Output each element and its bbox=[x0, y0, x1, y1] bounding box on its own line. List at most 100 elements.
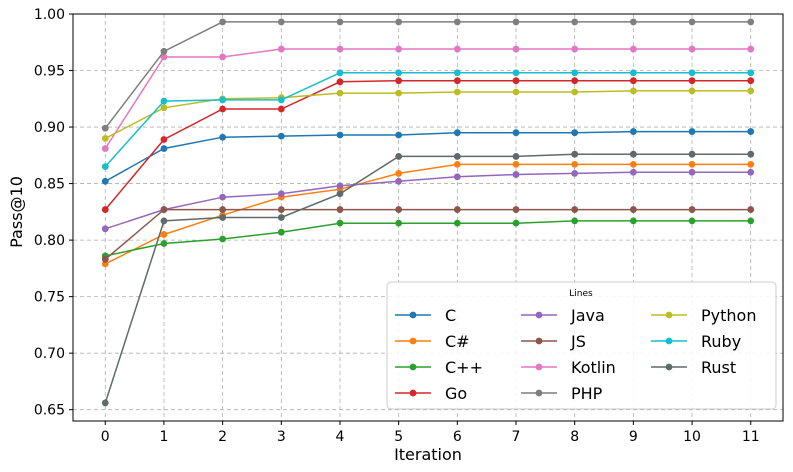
data-point bbox=[629, 45, 637, 53]
legend-entry: C bbox=[395, 306, 456, 325]
data-point bbox=[747, 160, 755, 168]
data-point bbox=[453, 153, 461, 160]
data-point bbox=[395, 77, 403, 85]
data-point bbox=[512, 206, 520, 213]
data-point bbox=[571, 77, 579, 85]
data-point bbox=[453, 219, 461, 227]
y-tick-label: 0.90 bbox=[34, 120, 65, 136]
legend-label: Python bbox=[701, 306, 756, 325]
data-point bbox=[277, 18, 285, 26]
legend-title: Lines bbox=[569, 289, 593, 299]
legend-label: C# bbox=[445, 332, 470, 351]
data-point bbox=[219, 193, 227, 201]
data-point bbox=[336, 190, 344, 198]
data-point bbox=[512, 219, 520, 227]
data-point bbox=[629, 87, 637, 95]
data-point bbox=[747, 87, 755, 95]
series-js bbox=[101, 206, 755, 263]
series-line bbox=[104, 72, 751, 168]
series-line bbox=[104, 48, 751, 149]
data-point bbox=[101, 225, 109, 233]
legend-entry: Go bbox=[395, 384, 467, 403]
data-point bbox=[629, 217, 637, 225]
legend-swatch-marker bbox=[665, 337, 673, 345]
data-point bbox=[160, 145, 168, 152]
data-point bbox=[160, 231, 168, 238]
series-line bbox=[104, 21, 751, 129]
data-point bbox=[453, 45, 461, 53]
data-point bbox=[277, 190, 285, 198]
data-point bbox=[512, 88, 520, 96]
series-c- bbox=[101, 160, 755, 268]
data-point bbox=[219, 206, 227, 213]
y-tick-label: 0.75 bbox=[34, 290, 65, 306]
x-tick-label: 10 bbox=[683, 429, 701, 445]
series-line bbox=[105, 171, 751, 230]
data-point bbox=[336, 89, 344, 97]
data-point bbox=[571, 69, 579, 77]
series-php bbox=[101, 18, 755, 132]
x-tick-label: 6 bbox=[453, 429, 462, 445]
data-point bbox=[336, 69, 344, 77]
data-point bbox=[160, 136, 168, 143]
series-line bbox=[104, 130, 751, 182]
data-point bbox=[688, 150, 696, 158]
data-point bbox=[688, 206, 696, 213]
series-line bbox=[104, 153, 751, 404]
x-tick-label: 7 bbox=[512, 429, 521, 445]
data-point bbox=[571, 217, 579, 225]
data-point bbox=[688, 87, 696, 95]
data-point bbox=[453, 129, 461, 137]
legend-entry: PHP bbox=[521, 384, 603, 403]
data-point bbox=[336, 45, 344, 53]
data-point bbox=[747, 206, 755, 213]
data-point bbox=[336, 131, 344, 139]
data-point bbox=[395, 18, 403, 26]
data-point bbox=[101, 134, 109, 142]
data-point bbox=[395, 177, 403, 185]
data-point bbox=[571, 170, 579, 177]
x-tick-label: 2 bbox=[218, 429, 227, 445]
series-c bbox=[101, 128, 755, 185]
x-tick-label: 8 bbox=[570, 429, 579, 445]
series-go bbox=[101, 77, 755, 213]
y-tick-label: 0.85 bbox=[34, 177, 65, 193]
data-point bbox=[219, 53, 227, 61]
data-point bbox=[571, 160, 579, 168]
data-point bbox=[512, 77, 520, 85]
data-point bbox=[160, 240, 168, 247]
data-point bbox=[219, 235, 227, 243]
x-tick-label: 11 bbox=[742, 429, 760, 445]
data-point bbox=[747, 217, 755, 225]
data-point bbox=[277, 105, 285, 113]
data-point bbox=[571, 129, 579, 137]
data-point bbox=[688, 160, 696, 168]
data-point bbox=[395, 219, 403, 227]
legend: Lines C C# C++ Go Java JS Kotlin PHP Python Ruby R… bbox=[386, 281, 777, 410]
data-point bbox=[453, 69, 461, 77]
data-point bbox=[160, 97, 168, 105]
y-tick-label: 0.95 bbox=[34, 64, 65, 80]
data-point bbox=[395, 89, 403, 97]
legend-swatch-marker bbox=[665, 363, 673, 371]
series-line bbox=[104, 208, 751, 260]
data-point bbox=[101, 124, 109, 132]
data-point bbox=[395, 69, 403, 77]
legend-entry: Ruby bbox=[651, 332, 741, 351]
data-point bbox=[219, 96, 227, 104]
legend-entry: Python bbox=[651, 306, 756, 325]
legend-swatch-marker bbox=[409, 389, 417, 397]
legend-label: Go bbox=[445, 384, 467, 403]
data-point bbox=[160, 104, 168, 112]
y-axis-label: Pass@10 bbox=[7, 176, 26, 248]
data-point bbox=[219, 18, 227, 26]
data-point bbox=[101, 177, 109, 185]
data-point bbox=[160, 206, 168, 213]
data-point bbox=[629, 69, 637, 77]
data-point bbox=[747, 45, 755, 53]
data-point bbox=[101, 255, 109, 263]
data-point bbox=[277, 132, 285, 140]
data-point bbox=[629, 18, 637, 26]
data-point bbox=[571, 45, 579, 53]
